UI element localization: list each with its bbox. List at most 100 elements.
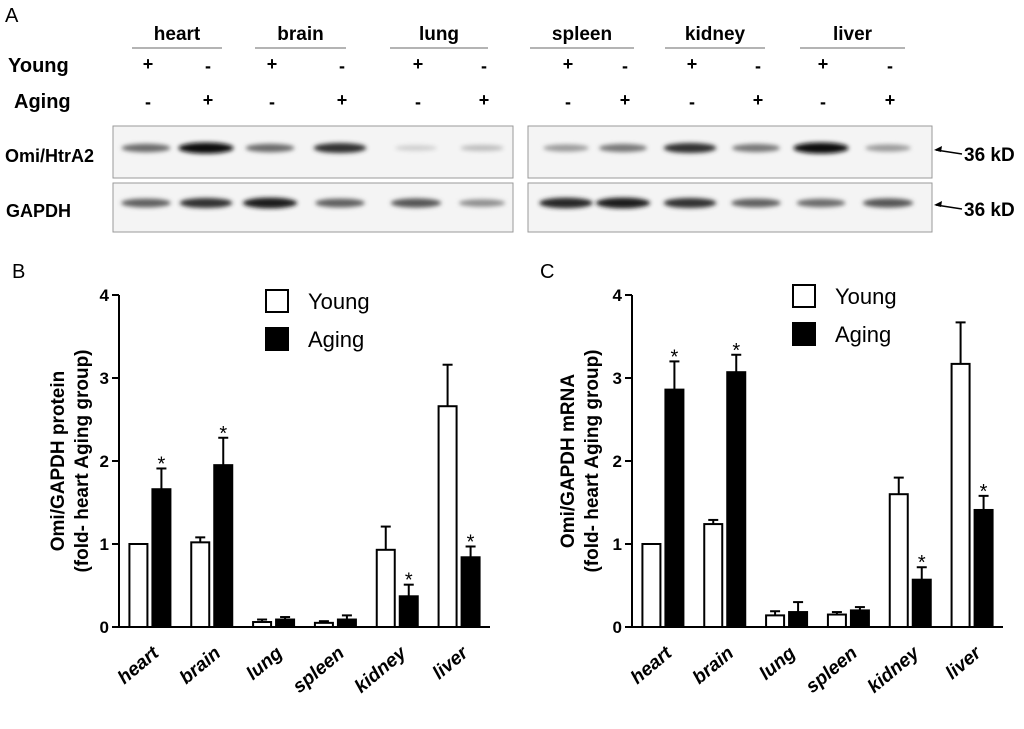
- blot-band: [539, 197, 593, 209]
- mrna-bar-chart: 0 1 2 3 4 Omi/GAPDH mRNA (fold- heart Aging gr…: [558, 284, 1003, 698]
- significance-star: *: [980, 481, 988, 503]
- tissue-label-brain: brain: [277, 24, 323, 45]
- x-category-label-spleen: spleen: [289, 643, 349, 698]
- bar-aging-lung: [788, 611, 809, 628]
- y-axis-label: (fold- heart Aging group): [72, 349, 93, 572]
- blot-band: [178, 142, 234, 154]
- bar-aging-brain: [213, 464, 234, 628]
- blot-band: [395, 145, 437, 151]
- lane-sign: +: [203, 90, 214, 110]
- lane-sign: +: [687, 54, 698, 74]
- blot-membrane-left: [112, 182, 514, 233]
- lane-sign: +: [885, 90, 896, 110]
- panel-a-western-blot: A heart brain lung spleen kidney liver Young +…: [5, 5, 1015, 233]
- y-axis-label: Omi/GAPDH protein: [48, 371, 69, 552]
- blot-band: [242, 197, 298, 209]
- legend-swatch-aging: [792, 322, 816, 346]
- panel-b-letter: B: [12, 261, 25, 283]
- bar-young-heart: [128, 543, 149, 628]
- marker-arrow-head: [934, 146, 942, 152]
- blot-band: [315, 198, 365, 208]
- tissue-label-kidney: kidney: [685, 24, 746, 45]
- lane-sign: +: [413, 54, 424, 74]
- bar-young-heart: [641, 543, 662, 628]
- bar-young-lung: [765, 614, 786, 629]
- bar-aging-kidney: [398, 595, 419, 628]
- bar-young-brain: [190, 541, 211, 629]
- y-axis-label: (fold- heart Aging group): [582, 349, 603, 572]
- lane-sign: -: [481, 56, 487, 76]
- y-tick-label: 1: [100, 535, 109, 554]
- bar-young-liver: [437, 405, 458, 628]
- bar-aging-heart: [151, 488, 172, 628]
- panel-c-mrna-chart: C 0 1 2 3 4 Omi/GAPDH mRNA (fold- heart Aging …: [540, 261, 1003, 698]
- bar-aging-liver: [460, 556, 481, 629]
- panel-a-letter: A: [5, 5, 19, 27]
- blot-band: [390, 198, 442, 208]
- significance-star: *: [405, 570, 413, 592]
- blot-band: [865, 144, 911, 152]
- blot-band: [458, 199, 506, 207]
- lane-sign: -: [689, 92, 695, 112]
- x-category-label-spleen: spleen: [802, 643, 862, 698]
- x-category-label-liver: liver: [429, 642, 474, 684]
- bar-aging-liver: [973, 508, 994, 628]
- y-tick-label: 0: [100, 618, 109, 637]
- lane-sign: +: [818, 54, 829, 74]
- marker-size-label: 36 kD: [964, 200, 1015, 221]
- row-label-young: Young: [8, 55, 69, 77]
- blot-band: [796, 198, 846, 208]
- significance-star: *: [158, 453, 166, 475]
- significance-star: *: [219, 423, 227, 445]
- bar-young-liver: [950, 362, 971, 628]
- tissue-label-liver: liver: [833, 24, 873, 45]
- lane-sign: -: [269, 92, 275, 112]
- blot-band: [599, 143, 647, 153]
- y-tick-label: 3: [613, 369, 622, 388]
- lane-sign: -: [339, 56, 345, 76]
- lane-sign: -: [565, 92, 571, 112]
- x-category-label-brain: brain: [689, 643, 738, 689]
- tissue-label-lung: lung: [419, 24, 459, 45]
- tissue-label-spleen: spleen: [552, 24, 612, 45]
- blot-membrane-right: [527, 125, 933, 179]
- blot-band: [121, 198, 171, 208]
- blot-band: [732, 143, 780, 153]
- bar-aging-spleen: [336, 618, 357, 629]
- y-tick-label: 4: [613, 286, 623, 305]
- blot-band: [245, 143, 295, 153]
- bar-young-brain: [703, 523, 724, 629]
- x-category-label-heart: heart: [114, 642, 164, 688]
- blot-membrane-right: [527, 182, 933, 233]
- legend-label-young: Young: [308, 289, 370, 314]
- x-category-label-kidney: kidney: [351, 642, 412, 698]
- significance-star: *: [918, 552, 926, 574]
- panel-b-protein-chart: B 0 1 2 3 4 Omi/GAPDH protein (fold- heart Agi…: [12, 261, 490, 698]
- bar-young-spleen: [313, 621, 334, 628]
- bar-aging-kidney: [911, 578, 932, 629]
- blot-band: [862, 198, 914, 208]
- blot-band: [595, 197, 651, 209]
- bar-aging-heart: [664, 388, 685, 628]
- lane-sign: +: [753, 90, 764, 110]
- panel-c-letter: C: [540, 261, 554, 283]
- bar-young-spleen: [826, 613, 847, 628]
- tissue-label-heart: heart: [154, 24, 201, 45]
- y-tick-label: 3: [100, 369, 109, 388]
- blot-band: [663, 197, 717, 209]
- y-tick-label: 1: [613, 535, 622, 554]
- legend-label-young: Young: [835, 284, 897, 309]
- legend-label-aging: Aging: [308, 327, 364, 352]
- y-tick-label: 4: [100, 286, 110, 305]
- protein-bar-chart: 0 1 2 3 4 Omi/GAPDH protein (fold- heart Aging…: [48, 286, 490, 698]
- lane-sign: +: [563, 54, 574, 74]
- blot-band: [179, 197, 233, 209]
- lane-sign: +: [620, 90, 631, 110]
- legend-label-aging: Aging: [835, 322, 891, 347]
- blot-band: [460, 144, 504, 152]
- lane-sign: +: [337, 90, 348, 110]
- blot-band: [731, 198, 781, 208]
- lane-sign: -: [205, 56, 211, 76]
- bar-young-kidney: [375, 548, 396, 628]
